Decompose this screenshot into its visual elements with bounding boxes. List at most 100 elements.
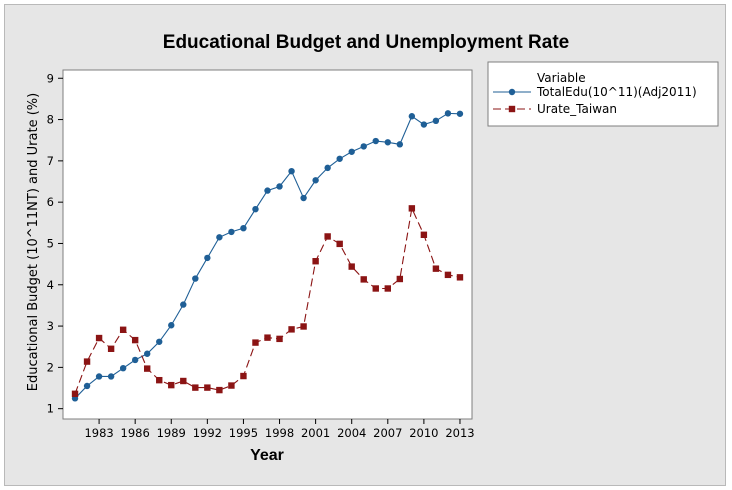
data-point-urate: [131, 336, 139, 344]
data-point-totaledu: [144, 350, 151, 357]
data-point-totaledu: [420, 121, 428, 128]
data-point-totaledu: [204, 254, 211, 262]
data-point-totaledu: [180, 301, 187, 308]
data-point-totaledu: [384, 139, 391, 146]
data-point-totaledu: [216, 234, 223, 241]
data-point-totaledu: [312, 177, 319, 184]
data-point-totaledu: [288, 167, 295, 175]
data-point-totaledu: [168, 322, 175, 329]
data-point-urate: [180, 377, 187, 385]
data-point-totaledu: [192, 275, 199, 282]
data-point-totaledu: [83, 382, 91, 390]
data-point-urate: [456, 274, 464, 281]
data-point-urate: [276, 335, 283, 343]
y-axis-label: Educational Budget (10^11NT) and Urate (…: [26, 93, 41, 391]
data-point-urate: [71, 390, 79, 398]
data-point-totaledu: [360, 143, 367, 150]
data-point-totaledu: [336, 155, 343, 162]
y-axis: 1 2 3 4 5 6 7 8 9: [47, 71, 63, 416]
x-tick-label: 2013: [445, 426, 474, 440]
data-point-urate: [156, 376, 163, 384]
data-point-urate: [192, 384, 199, 391]
data-point-totaledu: [119, 364, 127, 372]
data-point-urate: [119, 326, 127, 333]
data-point-totaledu: [131, 356, 139, 364]
y-tick-label: 6: [47, 195, 54, 209]
data-point-urate: [372, 285, 379, 292]
data-point-urate: [360, 276, 367, 283]
x-tick-label: 1983: [84, 426, 113, 440]
data-point-totaledu: [396, 141, 404, 148]
x-tick-label: 1989: [157, 426, 186, 440]
y-tick-label: 3: [47, 319, 54, 333]
data-point-totaledu: [228, 228, 235, 236]
data-point-urate: [420, 231, 428, 238]
data-point-urate: [396, 275, 404, 283]
x-tick-label: 2007: [373, 426, 402, 440]
data-point-urate: [288, 326, 295, 333]
x-tick-label: 1992: [193, 426, 222, 440]
x-tick-label: 2004: [337, 426, 366, 440]
data-point-urate: [300, 323, 307, 330]
x-tick-label: 1986: [121, 426, 150, 440]
data-point-totaledu: [444, 110, 452, 117]
data-point-totaledu: [408, 113, 416, 120]
x-tick-label: 2010: [409, 426, 438, 440]
data-point-urate: [264, 334, 271, 341]
data-point-totaledu: [95, 373, 103, 380]
data-point-totaledu: [432, 117, 440, 125]
data-point-urate: [348, 263, 355, 270]
data-point-totaledu: [300, 194, 307, 202]
x-axis-label: Year: [250, 447, 284, 464]
plot-area: [62, 69, 473, 420]
data-point-totaledu: [156, 338, 163, 345]
legend-marker-totaledu: [508, 88, 516, 96]
legend-title: Variable: [537, 71, 586, 85]
chart-title: Educational Budget and Unemployment Rate: [163, 32, 569, 53]
data-point-urate: [312, 258, 319, 265]
data-point-totaledu: [372, 137, 379, 145]
y-tick-label: 8: [47, 113, 54, 127]
y-tick-label: 4: [47, 278, 54, 292]
legend: Variable TotalEdu(10^11)(Adj2011) Urate_T…: [487, 61, 719, 127]
y-tick-label: 1: [47, 402, 54, 416]
y-tick-label: 7: [47, 154, 54, 168]
legend-label-urate: Urate_Taiwan: [537, 102, 617, 116]
x-tick-label: 2001: [301, 426, 330, 440]
data-point-urate: [336, 240, 343, 248]
data-point-urate: [144, 365, 151, 372]
data-point-totaledu: [264, 187, 271, 194]
x-tick-label: 1998: [265, 426, 294, 440]
data-point-urate: [107, 345, 115, 352]
data-point-totaledu: [348, 148, 355, 155]
y-tick-label: 5: [47, 236, 54, 250]
data-point-totaledu: [276, 183, 283, 190]
data-point-totaledu: [456, 110, 464, 117]
data-point-urate: [168, 381, 175, 389]
data-point-urate: [324, 233, 331, 240]
data-point-urate: [444, 271, 452, 279]
data-point-urate: [252, 339, 259, 346]
series-layer: [71, 110, 464, 402]
data-point-totaledu: [252, 205, 259, 213]
x-tick-label: 1995: [229, 426, 258, 440]
x-axis: 1983 1986 1989 1992 1995 1998 2001 2004 2007 2010…: [84, 419, 475, 440]
legend-label-totaledu: TotalEdu(10^11)(Adj2011): [536, 85, 697, 99]
data-point-urate: [240, 372, 247, 380]
data-point-urate: [216, 386, 223, 394]
data-point-urate: [95, 334, 103, 342]
data-point-totaledu: [324, 164, 331, 172]
data-point-urate: [384, 285, 391, 292]
data-point-urate: [83, 358, 91, 365]
legend-marker-urate: [508, 105, 516, 113]
data-point-urate: [432, 265, 440, 272]
y-tick-label: 2: [47, 360, 54, 374]
data-point-totaledu: [240, 224, 247, 232]
legend-box: [487, 61, 719, 127]
data-point-urate: [228, 382, 235, 389]
data-point-urate: [204, 384, 211, 391]
y-tick-label: 9: [47, 71, 54, 85]
data-point-totaledu: [107, 373, 115, 380]
data-point-urate: [408, 205, 416, 212]
